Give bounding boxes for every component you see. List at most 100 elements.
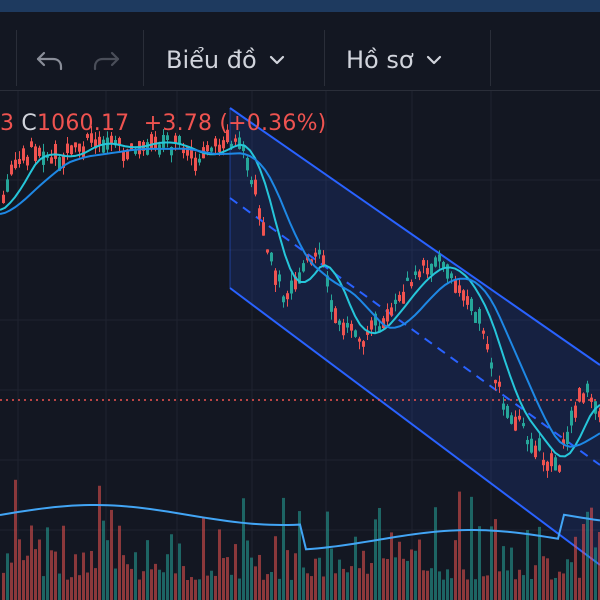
chart-menu-button[interactable]: Biểu đồ — [166, 34, 285, 86]
candle-body — [374, 313, 377, 326]
candle-body — [330, 300, 333, 312]
candle-body — [74, 142, 77, 148]
volume-bar — [558, 571, 561, 600]
volume-bar — [214, 575, 217, 600]
candle-body — [430, 263, 433, 275]
candle-body — [34, 146, 37, 161]
candle-body — [422, 260, 425, 266]
candle-body — [586, 383, 589, 393]
candle-body — [526, 439, 529, 445]
candle-body — [194, 157, 197, 171]
candle-body — [258, 208, 261, 219]
candle-body — [434, 257, 437, 267]
volume-bar — [526, 530, 529, 600]
candle-body — [250, 180, 253, 185]
candle-body — [378, 326, 381, 332]
candle-body — [446, 264, 449, 279]
candle-body — [578, 388, 581, 402]
candle-body — [370, 320, 373, 330]
volume-bar — [254, 566, 257, 600]
candle-body — [118, 138, 121, 146]
volume-bar — [478, 526, 481, 600]
volume-bar — [246, 540, 249, 600]
volume-bar — [90, 550, 93, 600]
volume-bar — [210, 570, 213, 600]
volume-bar — [186, 579, 189, 600]
volume-bar — [358, 568, 361, 600]
volume-bar — [502, 546, 505, 600]
candle-body — [534, 445, 537, 458]
legend-open-fragment: 3 — [0, 111, 15, 136]
volume-bar — [494, 519, 497, 600]
volume-bar — [462, 569, 465, 600]
volume-bar — [2, 572, 5, 600]
candle-body — [542, 459, 545, 466]
candle-body — [414, 271, 417, 276]
candle-body — [18, 158, 21, 165]
moving-average-slow — [0, 147, 600, 448]
candle-body — [350, 323, 353, 331]
candle-body — [562, 439, 565, 445]
undo-button[interactable] — [30, 42, 70, 78]
candle-body — [342, 322, 345, 336]
candle-body — [362, 341, 365, 347]
volume-bar — [26, 555, 29, 600]
candle-body — [454, 279, 457, 293]
candle-body — [498, 381, 501, 387]
candle-body — [278, 274, 281, 282]
volume-bar — [482, 576, 485, 600]
volume-bar — [298, 511, 301, 600]
candle-body — [410, 282, 413, 287]
volume-bar — [578, 577, 581, 600]
volume-bar — [338, 559, 341, 600]
volume-bar — [94, 568, 97, 600]
candle-body — [482, 330, 485, 334]
candle-body — [150, 134, 153, 149]
volume-bar — [398, 541, 401, 600]
candle-body — [262, 222, 265, 236]
volume-bar — [74, 554, 77, 600]
candle-body — [274, 270, 277, 285]
volume-bar — [458, 491, 461, 600]
volume-bar — [514, 579, 517, 600]
volume-bar — [366, 573, 369, 600]
volume-bar — [206, 575, 209, 600]
volume-bar — [102, 520, 105, 600]
candle-body — [538, 438, 541, 451]
volume-bar — [234, 544, 237, 600]
ohlc-legend: 3 C1060.17 +3.78 (+0.36%) — [0, 111, 326, 136]
volume-bar — [266, 574, 269, 600]
candle-body — [226, 129, 229, 143]
redo-button[interactable] — [86, 42, 126, 78]
candle-body — [222, 140, 225, 149]
price-chart-canvas[interactable] — [0, 91, 600, 600]
profile-menu-button[interactable]: Hồ sơ — [346, 34, 442, 86]
volume-bar — [42, 576, 45, 600]
volume-bar — [350, 566, 353, 600]
candle-body — [506, 405, 509, 418]
volume-bar — [314, 558, 317, 600]
profile-menu-label: Hồ sơ — [346, 46, 414, 74]
volume-bar — [302, 567, 305, 600]
redo-icon — [93, 51, 120, 71]
candle-body — [162, 134, 165, 148]
volume-bar — [46, 527, 49, 600]
volume-bar — [450, 578, 453, 600]
candle-body — [394, 299, 397, 305]
volume-bar — [282, 497, 285, 600]
volume-bar — [222, 558, 225, 600]
moving-average-fast — [0, 141, 600, 458]
volume-bar — [510, 547, 513, 600]
candle-body — [6, 179, 9, 192]
candle-body — [94, 139, 97, 149]
volume-bar — [290, 579, 293, 600]
candle-body — [38, 147, 41, 157]
candle-body — [102, 139, 105, 153]
volume-bar — [250, 557, 253, 600]
candle-body — [398, 294, 401, 301]
volume-bar — [550, 579, 553, 600]
candle-body — [290, 280, 293, 294]
candle-body — [418, 271, 421, 278]
candle-body — [354, 330, 357, 337]
volume-bar — [6, 553, 9, 600]
